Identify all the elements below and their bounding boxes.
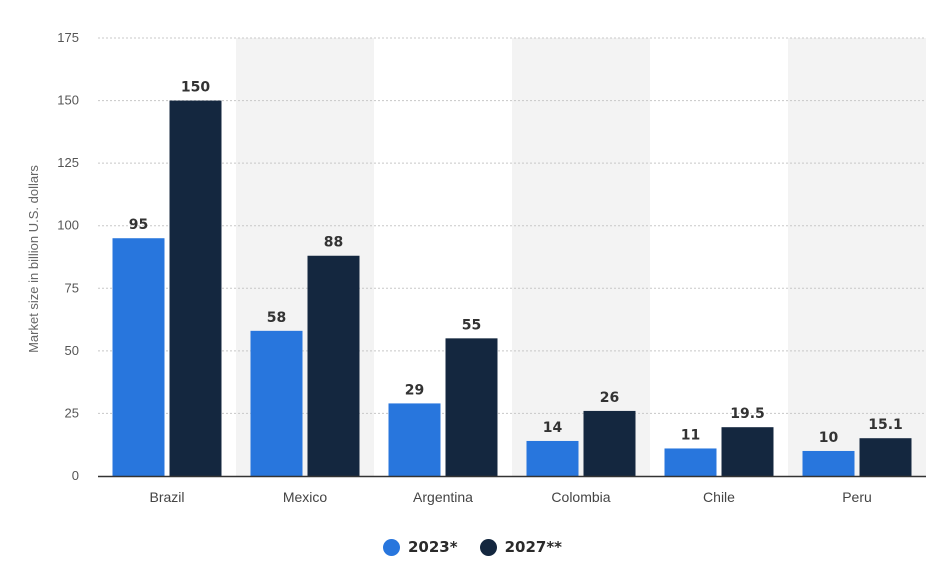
y-tick-label: 150	[57, 93, 79, 108]
data-label: 11	[681, 427, 700, 443]
y-tick-label: 125	[57, 155, 79, 170]
data-label: 19.5	[730, 406, 765, 422]
bar-chile-2023[interactable]	[664, 448, 717, 476]
bar-brazil-2023[interactable]	[112, 238, 165, 476]
bar-colombia-2027[interactable]	[583, 410, 636, 476]
legend-swatch-2027	[479, 538, 497, 556]
y-tick-label: 25	[65, 405, 79, 420]
data-label: 88	[324, 235, 343, 251]
bar-peru-2023[interactable]	[802, 450, 855, 476]
x-tick-label: Mexico	[283, 489, 328, 505]
x-tick-label: Argentina	[413, 489, 473, 505]
data-labels: 95 150 58 88 29 55 14 26 11 19.5 10 15.1	[129, 80, 903, 446]
bar-argentina-2023[interactable]	[388, 403, 441, 476]
y-tick-label: 0	[72, 468, 79, 483]
bar-colombia-2023[interactable]	[526, 440, 579, 476]
data-label: 55	[462, 317, 481, 333]
y-axis-title: Market size in billion U.S. dollars	[26, 165, 41, 353]
data-label: 150	[181, 80, 210, 96]
gridlines	[98, 37, 926, 414]
bar-mexico-2023[interactable]	[250, 330, 303, 476]
data-label: 95	[129, 217, 148, 233]
data-label: 26	[600, 390, 619, 406]
legend-swatch-2023	[382, 538, 400, 556]
data-label: 10	[819, 430, 839, 446]
y-tick-label: 100	[57, 218, 79, 233]
bar-argentina-2027[interactable]	[445, 338, 498, 476]
x-tick-label: Colombia	[551, 489, 610, 505]
y-tick-label: 75	[65, 280, 79, 295]
category-labels: Brazil Mexico Argentina Colombia Chile Peru	[149, 489, 871, 505]
x-tick-label: Chile	[703, 489, 735, 505]
x-tick-label: Brazil	[149, 489, 184, 505]
category-band	[512, 38, 650, 476]
bar-chart: 0 25 50 75 100 125 150 175 95 150 58 88 29 55 14 26 11 1…	[26, 30, 926, 505]
legend: 2023* 2027**	[0, 538, 945, 556]
y-tick-label: 50	[65, 343, 79, 358]
data-label: 14	[543, 420, 563, 436]
data-label: 58	[267, 310, 286, 326]
legend-item-2027[interactable]: 2027**	[479, 538, 563, 556]
x-tick-label: Peru	[842, 489, 872, 505]
data-label: 29	[405, 382, 424, 398]
bar-peru-2027[interactable]	[859, 438, 912, 476]
y-tick-labels: 0 25 50 75 100 125 150 175	[57, 30, 79, 483]
category-band	[788, 38, 926, 476]
data-label: 15.1	[868, 417, 903, 433]
legend-item-2023[interactable]: 2023*	[382, 538, 458, 556]
y-tick-label: 175	[57, 30, 79, 45]
bar-mexico-2027[interactable]	[307, 255, 360, 476]
bar-brazil-2027[interactable]	[169, 100, 222, 477]
bar-chile-2027[interactable]	[721, 427, 774, 476]
legend-label-2023: 2023*	[407, 538, 458, 556]
bars	[112, 100, 912, 477]
category-bands	[236, 38, 926, 476]
legend-label-2027: 2027**	[504, 538, 563, 556]
